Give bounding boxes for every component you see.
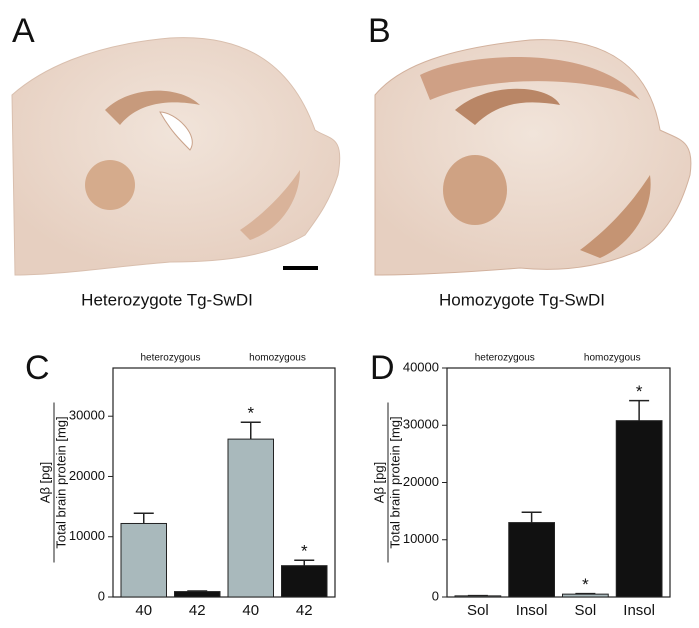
x-tick-label: Sol (575, 602, 597, 619)
bar (281, 565, 328, 598)
significance-marker: * (582, 575, 589, 594)
y-axis-label: Total brain protein [mg] (53, 416, 68, 548)
y-tick-label: 10000 (69, 528, 105, 543)
y-tick-label: 10000 (403, 531, 439, 546)
bar (562, 593, 609, 598)
image-caption: Homozygote Tg-SwDI (439, 290, 605, 309)
group-label: heterozygous (140, 353, 200, 364)
y-axis-label: Aβ [pg] (37, 462, 52, 503)
bar (120, 522, 167, 598)
x-tick-label: 40 (242, 602, 259, 619)
significance-marker: * (247, 404, 254, 423)
group-label: homozygous (249, 353, 306, 364)
significance-marker: * (301, 542, 308, 561)
y-axis-label: Total brain protein [mg] (387, 416, 402, 548)
bar (174, 591, 221, 598)
x-tick-label: 42 (189, 602, 206, 619)
image-caption: Heterozygote Tg-SwDI (81, 290, 253, 309)
bar (454, 595, 502, 598)
panel-label: C (25, 349, 50, 387)
y-axis-label: Aβ [pg] (371, 462, 386, 503)
brain-image-a (11, 37, 341, 276)
significance-marker: * (636, 382, 643, 401)
group-label: homozygous (584, 353, 641, 364)
y-tick-label: 20000 (403, 474, 439, 489)
bar (508, 522, 555, 598)
y-tick-label: 0 (98, 588, 105, 603)
group-label: heterozygous (475, 353, 535, 364)
x-tick-label: 42 (296, 602, 313, 619)
y-tick-label: 30000 (69, 408, 105, 423)
x-tick-label: Insol (516, 602, 548, 619)
y-tick-label: 20000 (69, 468, 105, 483)
y-tick-label: 30000 (403, 417, 439, 432)
panel-label: A (12, 12, 35, 50)
plot-frame (112, 367, 336, 598)
y-tick-label: 0 (432, 588, 439, 603)
x-tick-label: Sol (467, 602, 489, 619)
bar (227, 438, 274, 598)
x-tick-label: 40 (135, 602, 152, 619)
bar (615, 420, 663, 598)
x-tick-label: Insol (623, 602, 655, 619)
panel-label: B (368, 12, 391, 50)
y-tick-label: 40000 (403, 359, 439, 374)
brain-image-b (374, 39, 692, 276)
panel-label: D (370, 349, 395, 387)
